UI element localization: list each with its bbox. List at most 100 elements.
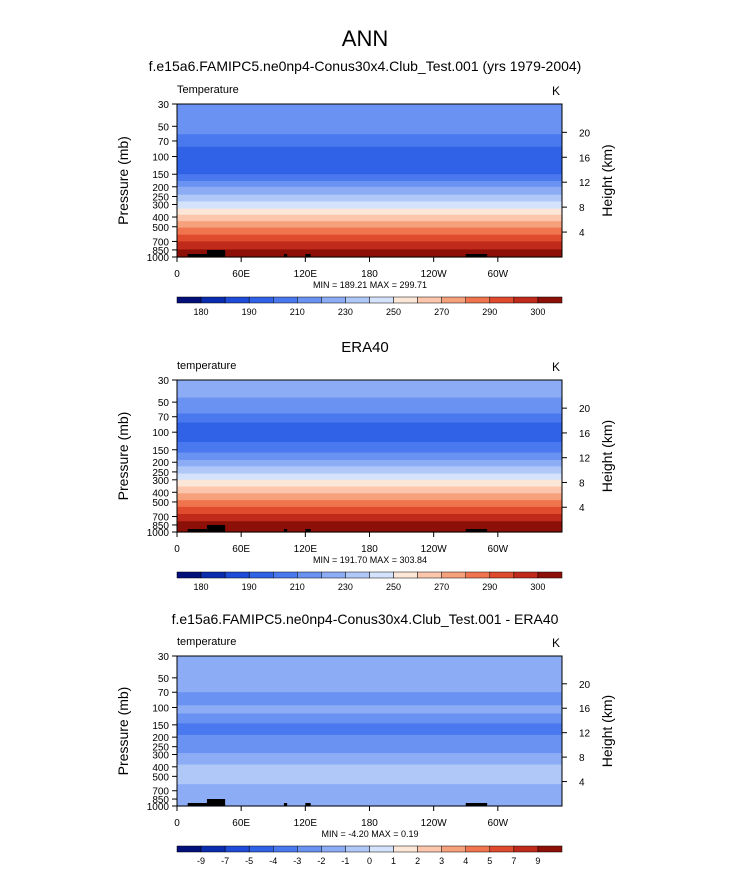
colorbar-label: -3 xyxy=(293,856,301,866)
contour-band xyxy=(177,506,562,515)
units-label: K xyxy=(552,360,560,374)
contour-band xyxy=(177,208,562,216)
colorbar-swatch xyxy=(513,845,539,853)
colorbar-label: 230 xyxy=(338,307,353,317)
x-tick-label: 60W xyxy=(488,544,509,555)
y-axis-title: Pressure (mb) xyxy=(115,412,131,501)
colorbar-label: 9 xyxy=(535,856,540,866)
colorbar-label: -2 xyxy=(317,856,325,866)
min-max-stats: MIN = 191.70 MAX = 303.84 xyxy=(313,555,427,565)
y-tick-label: 100 xyxy=(152,428,169,439)
y-tick-label: 150 xyxy=(152,446,169,457)
colorbar-swatch xyxy=(224,571,250,579)
y-tick-label: 250 xyxy=(152,193,169,204)
colorbar-label: -5 xyxy=(245,856,253,866)
topography-mask xyxy=(187,803,212,806)
colorbar-swatch xyxy=(321,571,346,579)
colorbar-swatch xyxy=(200,571,226,579)
panel-title: f.e15a6.FAMIPC5.ne0np4-Conus30x4.Club_Te… xyxy=(172,611,559,627)
colorbar-swatch xyxy=(513,296,539,304)
colorbar-swatch xyxy=(417,845,442,853)
contour-band xyxy=(177,460,562,467)
colorbar-swatch xyxy=(297,296,322,304)
contour-band xyxy=(177,493,562,501)
y-tick-label: 400 xyxy=(152,488,169,499)
colorbar-label: 0 xyxy=(367,856,372,866)
height-tick-label: 8 xyxy=(579,478,585,489)
topography-mask xyxy=(465,803,488,806)
topography-mask xyxy=(283,529,288,532)
y-tick-label: 300 xyxy=(152,200,169,211)
y-axis-title: Pressure (mb) xyxy=(115,687,131,776)
contour-band xyxy=(177,214,562,222)
contour-band xyxy=(177,221,562,229)
colorbar-swatch xyxy=(441,845,466,853)
y-tick-label: 150 xyxy=(152,721,169,732)
panel-title: f.e15a6.FAMIPC5.ne0np4-Conus30x4.Club_Te… xyxy=(149,58,582,74)
colorbar-label: 180 xyxy=(194,582,209,592)
y-tick-label: 700 xyxy=(152,237,169,248)
colorbar-swatch xyxy=(248,296,274,304)
height-tick-label: 20 xyxy=(579,404,591,415)
panels: f.e15a6.FAMIPC5.ne0np4-Conus30x4.Club_Te… xyxy=(115,58,615,866)
contour-band xyxy=(177,452,562,461)
topography-mask xyxy=(465,254,488,257)
y-tick-label: 70 xyxy=(158,413,170,424)
contour-band xyxy=(177,656,562,693)
topography-mask xyxy=(305,529,311,532)
height-tick-label: 16 xyxy=(579,704,591,715)
y-tick-label: 300 xyxy=(152,476,169,487)
contour-band xyxy=(177,692,562,706)
contour-band xyxy=(177,134,562,148)
y-tick-label: 700 xyxy=(152,787,169,798)
y-axis-title-right: Height (km) xyxy=(599,420,615,492)
colorbar-label: 290 xyxy=(482,307,497,317)
colorbar-swatch xyxy=(200,845,226,853)
colorbar-label: 5 xyxy=(487,856,492,866)
colorbar-label: 1 xyxy=(391,856,396,866)
y-tick-label: 50 xyxy=(158,122,170,133)
y-tick-label: 400 xyxy=(152,213,169,224)
colorbar-label: 290 xyxy=(482,582,497,592)
panel-title: ERA40 xyxy=(341,339,389,356)
y-tick-label: 30 xyxy=(158,100,170,111)
colorbar-label: 270 xyxy=(434,582,449,592)
y-tick-label: 150 xyxy=(152,170,169,181)
colorbar-swatch xyxy=(465,845,491,853)
y-tick-label: 500 xyxy=(152,223,169,234)
colorbar-swatch xyxy=(489,571,515,579)
contour-band xyxy=(177,479,562,488)
y-axis-title-right: Height (km) xyxy=(599,144,615,216)
colorbar-label: 190 xyxy=(242,307,257,317)
height-tick-label: 4 xyxy=(579,778,585,789)
height-tick-label: 20 xyxy=(579,680,591,691)
contour-band xyxy=(177,201,562,210)
colorbar-label: 190 xyxy=(242,582,257,592)
y-tick-label: 100 xyxy=(152,704,169,715)
topography-mask xyxy=(187,529,212,532)
colorbar-label: 210 xyxy=(290,307,305,317)
x-tick-label: 180 xyxy=(361,818,378,829)
colorbar-label: -1 xyxy=(341,856,349,866)
topography-mask xyxy=(305,803,311,806)
contour-band xyxy=(177,227,562,236)
contour-band xyxy=(177,104,562,132)
y-tick-label: 50 xyxy=(158,674,170,685)
colorbar-swatch xyxy=(345,571,370,579)
y-tick-label: 200 xyxy=(152,183,169,194)
min-max-stats: MIN = -4.20 MAX = 0.19 xyxy=(321,829,418,839)
colorbar-swatch xyxy=(224,296,250,304)
contour-band xyxy=(177,194,562,203)
colorbar-swatch xyxy=(345,296,370,304)
colorbar-label: 210 xyxy=(290,582,305,592)
y-axis-title: Pressure (mb) xyxy=(115,136,131,225)
colorbar-swatch xyxy=(273,845,298,853)
x-tick-label: 120W xyxy=(421,818,448,829)
contour-band xyxy=(177,713,562,724)
y-tick-label: 400 xyxy=(152,763,169,774)
x-tick-label: 120E xyxy=(294,269,318,280)
y-tick-label: 200 xyxy=(152,458,169,469)
contour-band xyxy=(177,380,562,399)
topography-mask xyxy=(206,799,226,806)
colorbar-swatch xyxy=(176,571,202,579)
